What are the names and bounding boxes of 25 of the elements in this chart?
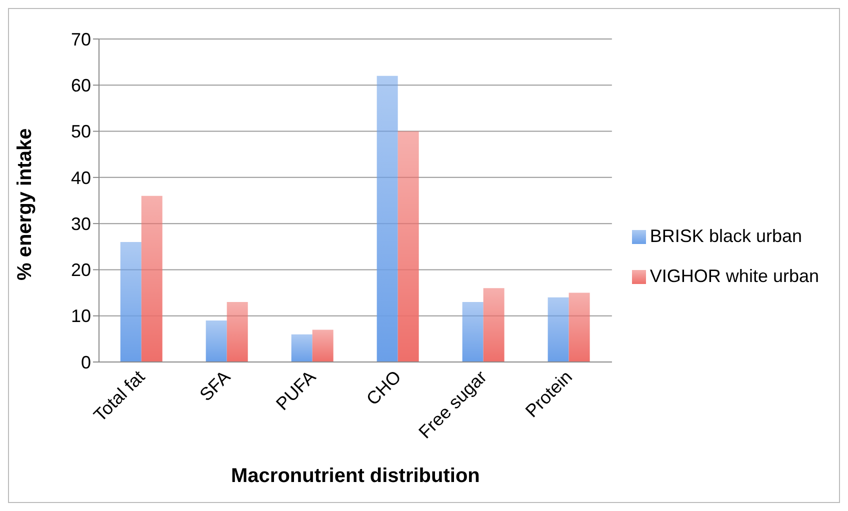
y-tick-label: 0 bbox=[80, 352, 91, 372]
y-tick-label: 40 bbox=[70, 168, 91, 188]
bar bbox=[398, 131, 419, 362]
bar bbox=[483, 288, 504, 362]
x-tick-label: SFA bbox=[196, 366, 234, 405]
bar bbox=[376, 76, 398, 362]
legend-label: BRISK black urban bbox=[650, 226, 802, 246]
y-axis-title: % energy intake bbox=[14, 128, 36, 280]
bar bbox=[226, 302, 248, 362]
bar bbox=[462, 302, 484, 362]
y-tick-label: 60 bbox=[70, 76, 91, 96]
bar bbox=[548, 297, 569, 362]
bar bbox=[291, 334, 312, 362]
y-tick-label: 70 bbox=[70, 29, 91, 50]
bar bbox=[312, 330, 334, 362]
y-tick-label: 20 bbox=[70, 260, 91, 280]
legend-label: VIGHOR white urban bbox=[650, 266, 819, 286]
bar bbox=[206, 320, 227, 362]
bar bbox=[568, 292, 590, 362]
x-axis-title: Macronutrient distribution bbox=[231, 465, 480, 487]
y-tick-label: 30 bbox=[70, 214, 91, 234]
y-tick-label: 50 bbox=[70, 122, 91, 142]
bar bbox=[120, 242, 142, 362]
y-tick-label: 10 bbox=[70, 306, 91, 326]
bar bbox=[141, 196, 162, 362]
